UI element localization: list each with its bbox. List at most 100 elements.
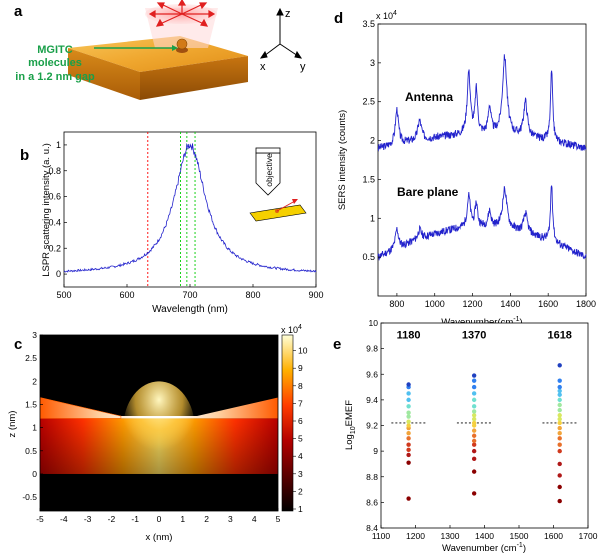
emef-point: [406, 460, 411, 465]
particle-surface-layer: [40, 397, 278, 419]
y-tick-label: 3.5: [362, 19, 375, 29]
colorbar-tick-label: 3: [298, 469, 303, 479]
panel-d-sers: Antenna Bare plane 800 1000 1200 1400 1600 18…: [337, 10, 596, 328]
emef-point: [557, 498, 562, 504]
y-tick-label: 1: [370, 213, 375, 223]
y-tick-label: 9: [373, 446, 378, 456]
emef-point: [557, 430, 562, 436]
y-tick-label: 0.6: [48, 192, 61, 202]
emef-point: [557, 407, 562, 413]
bare-plane-spectrum: [377, 185, 587, 261]
x-tick-label: 1000: [425, 299, 445, 309]
emef-point: [406, 397, 411, 403]
emef-point: [557, 378, 562, 383]
excitation-arrowhead: [292, 199, 298, 204]
y-tick-label: 1: [56, 140, 61, 150]
colorbar-tick-label: 7: [298, 398, 303, 408]
x-tick-label: 1200: [463, 299, 483, 309]
axis-x-label: x: [260, 61, 266, 73]
emef-point: [557, 442, 562, 447]
panel-e-yticks: 8.4 8.6 8.8 9 9.2 9.4 9.6 9.8 10: [366, 318, 384, 533]
emef-point: [406, 404, 411, 409]
emef-point: [471, 442, 477, 447]
y-tick-label: 2: [32, 376, 37, 386]
y-tick-label: 8.6: [366, 497, 378, 507]
emef-point: [471, 397, 477, 403]
emef-point: [557, 436, 562, 441]
x-tick-label: -2: [108, 514, 116, 524]
x-tick-label: -1: [131, 514, 139, 524]
group-labels: 1180 1370 1618: [397, 329, 572, 341]
panel-e-xticks: 1100 1200 1300 1400 1500 1600 1700: [372, 525, 598, 541]
emef-point: [557, 392, 562, 397]
x-tick-label: 1: [180, 514, 185, 524]
emef-point: [557, 402, 562, 408]
axis-y-label: y: [300, 61, 306, 73]
panel-a-schematic: MGITC molecules in a 1.2 nm gap z x y: [15, 0, 306, 100]
group-label: 1370: [462, 329, 486, 341]
y-tick-label: 3: [370, 58, 375, 68]
x-tick-label: -4: [60, 514, 68, 524]
y-tick-label: 0.8: [48, 166, 61, 176]
emef-point: [557, 484, 562, 490]
panel-e-ylabel: Log10EMEF: [344, 400, 357, 450]
panel-label-e: e: [333, 336, 341, 353]
x-tick-label: 800: [245, 290, 260, 300]
colorbar: [281, 334, 294, 512]
panel-label-a: a: [14, 3, 23, 20]
colorbar-tick-label: 8: [298, 381, 303, 391]
panel-c-heatmap: -5 -4 -3 -2 -1 0 1 2 3 4 5 -0.5 0 0.5 1 1.5 2 2.5 3 x (nm…: [7, 324, 308, 543]
emef-point: [406, 382, 411, 387]
panel-c-xlabel: x (nm): [146, 532, 173, 543]
emef-point: [406, 496, 411, 501]
emef-point: [406, 452, 411, 458]
emef-point: [557, 397, 562, 403]
panel-b-lspr-curve: [63, 142, 317, 273]
y-tick-label: 0.4: [48, 217, 61, 227]
emef-point: [406, 419, 411, 424]
axis-z-label: z: [285, 8, 291, 20]
objective-inset: objective: [249, 147, 307, 222]
emef-point: [471, 373, 477, 378]
emef-point: [406, 430, 411, 436]
panel-d-ylabel: SERS intensity (counts): [337, 110, 348, 210]
panel-e-xlabel: Wavenumber (cm-1): [442, 542, 526, 554]
y-tick-label: 9.2: [366, 421, 378, 431]
panel-b-xticks: 500 600 700 800 900: [56, 284, 324, 300]
colorbar-tick-label: 10: [298, 346, 308, 356]
y-tick-label: 0.5: [25, 446, 37, 456]
y-tick-label: 10: [369, 318, 379, 328]
excitation-arrow: [276, 200, 296, 212]
colorbar-tick-label: 1: [298, 504, 303, 514]
y-tick-label: 0.5: [362, 252, 375, 262]
panel-c-ylabel: z (nm): [7, 411, 18, 438]
x-tick-label: 500: [56, 290, 71, 300]
x-tick-label: 800: [389, 299, 404, 309]
antenna-spectrum: [377, 54, 587, 152]
emef-point: [557, 461, 562, 467]
annotation-arrowhead: [172, 45, 178, 51]
emef-point: [406, 414, 411, 419]
emef-point: [471, 409, 477, 414]
annotation-line-1: MGITC: [37, 44, 72, 56]
nanoparticle-base: [176, 47, 188, 53]
y-tick-label: 0: [56, 269, 61, 279]
panel-e-emef: 1180 1370 1618 1100 1200 1300 1400 1500 1600 170…: [344, 318, 598, 554]
hotspot: [123, 381, 195, 474]
annotation-line-2: molecules: [28, 57, 82, 69]
x-tick-label: 1400: [475, 531, 494, 541]
emef-point: [406, 442, 411, 447]
emef-point: [557, 363, 562, 368]
objective-cap: [255, 147, 281, 154]
x-tick-label: 900: [308, 290, 323, 300]
emef-point: [406, 410, 411, 415]
x-tick-label: 5: [276, 514, 281, 524]
emef-point: [557, 416, 562, 422]
emef-point: [406, 391, 411, 396]
y-tick-label: 8.8: [366, 472, 378, 482]
objective-label: objective: [264, 153, 274, 187]
emission-arrows: [148, 0, 216, 27]
emef-point: [406, 436, 411, 441]
x-tick-label: 1500: [510, 531, 529, 541]
annotation-line-3: in a 1.2 nm gap: [15, 71, 95, 83]
